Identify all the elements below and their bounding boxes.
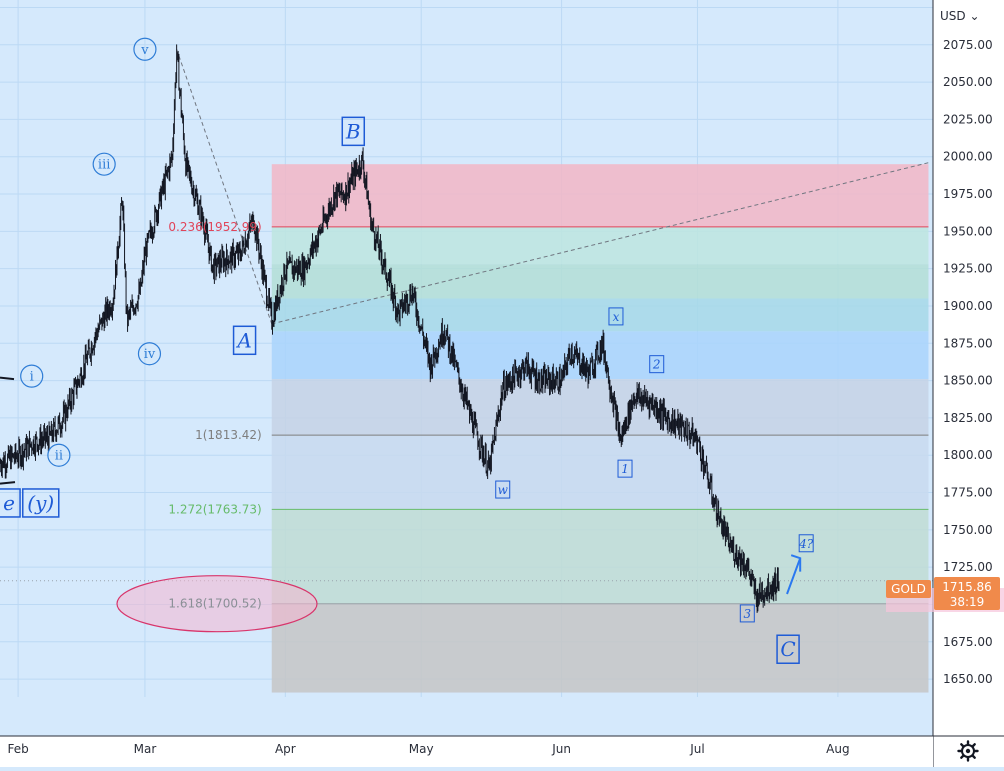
fib-band: [271, 264, 929, 299]
wave-circle-label: v: [140, 43, 149, 58]
fib-level-label: 0.236(1952.99): [168, 220, 261, 234]
wave-label: w: [498, 483, 509, 497]
y-tick-label: 2025.00: [943, 112, 993, 126]
fib-band: [271, 379, 929, 436]
wave-label: e: [3, 491, 15, 515]
wave-label: 4?: [798, 537, 814, 551]
y-tick-label: 1900.00: [943, 299, 993, 313]
wave-label: 2: [652, 358, 661, 372]
wave-circle-label: ii: [55, 449, 63, 464]
y-tick-label: 1950.00: [943, 224, 993, 238]
wave-label: B: [345, 119, 361, 143]
wave-label-box: [649, 355, 665, 374]
fib-band: [271, 298, 929, 332]
y-tick-label: 1725.00: [943, 560, 993, 574]
wave-label-box: [776, 634, 800, 664]
x-tick-label: Apr: [275, 742, 296, 756]
wave-label-box: [617, 459, 633, 478]
wave-label-box: [22, 488, 60, 518]
wave-label-box: [798, 534, 814, 553]
y-tick-label: 1800.00: [943, 448, 993, 462]
y-tick-label: 1850.00: [943, 374, 993, 388]
y-tick-label: 1750.00: [943, 523, 993, 537]
fib-band: [271, 435, 929, 510]
fib-zone: [271, 164, 929, 693]
wave-circle: [133, 37, 157, 61]
wave-label: A: [235, 328, 251, 352]
wave-label: (y): [27, 491, 54, 515]
wave-circle: [137, 342, 162, 366]
y-tick-label: 2075.00: [943, 38, 993, 52]
y-tick-label: 1825.00: [943, 411, 993, 425]
wave-circle: [92, 152, 116, 176]
prior-trend-line: [0, 376, 15, 381]
y-tick-label: 1875.00: [943, 336, 993, 350]
wave-label-box: [0, 488, 21, 518]
fib-band: [271, 509, 929, 604]
fib-band: [271, 164, 929, 227]
wave-label-box: [608, 307, 624, 326]
x-tick-label: May: [409, 742, 434, 756]
highlight-ellipse: [116, 575, 318, 633]
dashed-trend-line: [271, 162, 929, 325]
wave-label: x: [613, 310, 620, 324]
y-tick-label: 1675.00: [943, 635, 993, 649]
time-scale-bg: [0, 736, 933, 767]
price-scale: 1650.001675.001700.001725.001750.001775.…: [886, 0, 1004, 767]
projection-arrow: [786, 557, 802, 595]
wave-label: 1: [621, 462, 629, 476]
currency-selector[interactable]: USD ⌄: [940, 9, 980, 23]
fib-band: [271, 226, 929, 265]
fib-labels: 0.236(1952.99) 1(1813.42) 1.272(1763.73) 1.…: [116, 220, 318, 633]
price-tag-countdown: 38:19: [950, 595, 985, 609]
x-tick-label: Jun: [551, 742, 571, 756]
fib-band: [271, 603, 929, 693]
x-tick-label: Feb: [7, 742, 28, 756]
wave-label-box: [739, 604, 755, 623]
price-tag-bg: [934, 577, 1000, 610]
symbol-tag-bg: [886, 580, 931, 598]
prior-wave-line: [0, 481, 16, 485]
y-tick-label: 1650.00: [943, 672, 993, 686]
trend-lines: [0, 49, 933, 582]
wave-circle-label: iv: [144, 347, 156, 362]
wave-circle: [20, 364, 44, 388]
y-tick-label: 1975.00: [943, 187, 993, 201]
y-tick-label: 2000.00: [943, 150, 993, 164]
y-tick-label: 1925.00: [943, 262, 993, 276]
x-tick-label: Mar: [134, 742, 157, 756]
price-tag-value: 1715.86: [942, 580, 992, 594]
y-tick-label: 2050.00: [943, 75, 993, 89]
gear-icon[interactable]: [956, 739, 980, 763]
wave-label-box: [341, 116, 366, 147]
fib-level-label: 1.618(1700.52): [168, 597, 261, 611]
chevron-down-icon: ⌄: [969, 9, 980, 23]
wave-label-box: [495, 480, 511, 499]
wave-circle-label: iii: [98, 158, 110, 173]
arrow-head-icon: [790, 554, 802, 572]
current-price-tag: GOLD 1715.86 38:19: [886, 577, 1000, 610]
symbol-tag-label: GOLD: [891, 582, 926, 596]
wave-label-box: [232, 325, 257, 356]
y-tick-label: 1775.00: [943, 486, 993, 500]
wave-circle-label: i: [30, 370, 34, 385]
fib-level-label: 1(1813.42): [195, 428, 262, 442]
wave-circle: [47, 443, 71, 467]
currency-label: USD: [940, 9, 966, 23]
time-scale: Feb Mar Apr May Jun Jul Aug: [0, 735, 1004, 767]
price-scale-bg: [933, 0, 1004, 767]
fib-level-label: 1.272(1763.73): [168, 502, 261, 516]
wave-label: C: [780, 637, 795, 661]
x-tick-label: Jul: [689, 742, 704, 756]
wave-label: 3: [743, 607, 751, 621]
price-series: [0, 44, 780, 613]
x-tick-label: Aug: [826, 742, 849, 756]
